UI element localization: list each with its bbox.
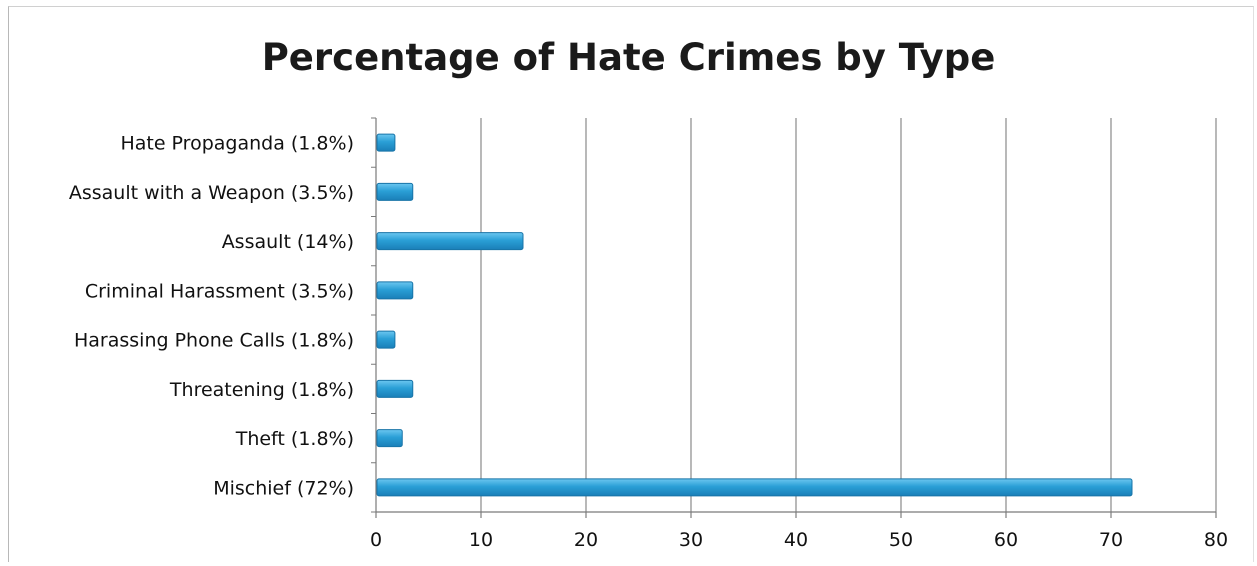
bar — [376, 281, 414, 300]
x-tick-label: 70 — [1099, 529, 1123, 551]
category-label: Assault (14%) — [222, 231, 354, 253]
category-label: Mischief (72%) — [213, 477, 354, 499]
category-label: Harassing Phone Calls (1.8%) — [74, 330, 354, 352]
x-tick-label: 0 — [370, 529, 382, 551]
chart-title: Percentage of Hate Crimes by Type — [261, 36, 996, 79]
category-labels: Hate Propaganda (1.8%) Assault with a Wea… — [69, 133, 354, 500]
x-tick-label: 80 — [1204, 529, 1228, 551]
bar — [376, 478, 1133, 497]
category-label: Hate Propaganda (1.8%) — [120, 133, 354, 155]
bar — [376, 379, 414, 398]
x-tick-label: 40 — [784, 529, 808, 551]
x-tick-label: 10 — [469, 529, 493, 551]
category-label: Threatening (1.8%) — [169, 379, 354, 401]
bar — [376, 330, 396, 349]
bars — [376, 133, 1133, 497]
category-label: Theft (1.8%) — [235, 428, 354, 450]
bar — [376, 429, 403, 448]
bar — [376, 232, 524, 251]
bar — [376, 182, 414, 201]
category-label: Criminal Harassment (3.5%) — [85, 280, 354, 302]
bar — [376, 133, 396, 152]
gridlines — [480, 118, 1217, 512]
x-tick-label: 50 — [889, 529, 913, 551]
chart-frame — [8, 6, 1254, 562]
axes — [371, 117, 1217, 518]
x-tick-label: 20 — [574, 529, 598, 551]
x-tick-labels: 0 10 20 30 40 50 60 70 80 — [370, 529, 1228, 551]
category-label: Assault with a Weapon (3.5%) — [69, 182, 354, 204]
x-tick-label: 60 — [994, 529, 1018, 551]
x-tick-label: 30 — [679, 529, 703, 551]
